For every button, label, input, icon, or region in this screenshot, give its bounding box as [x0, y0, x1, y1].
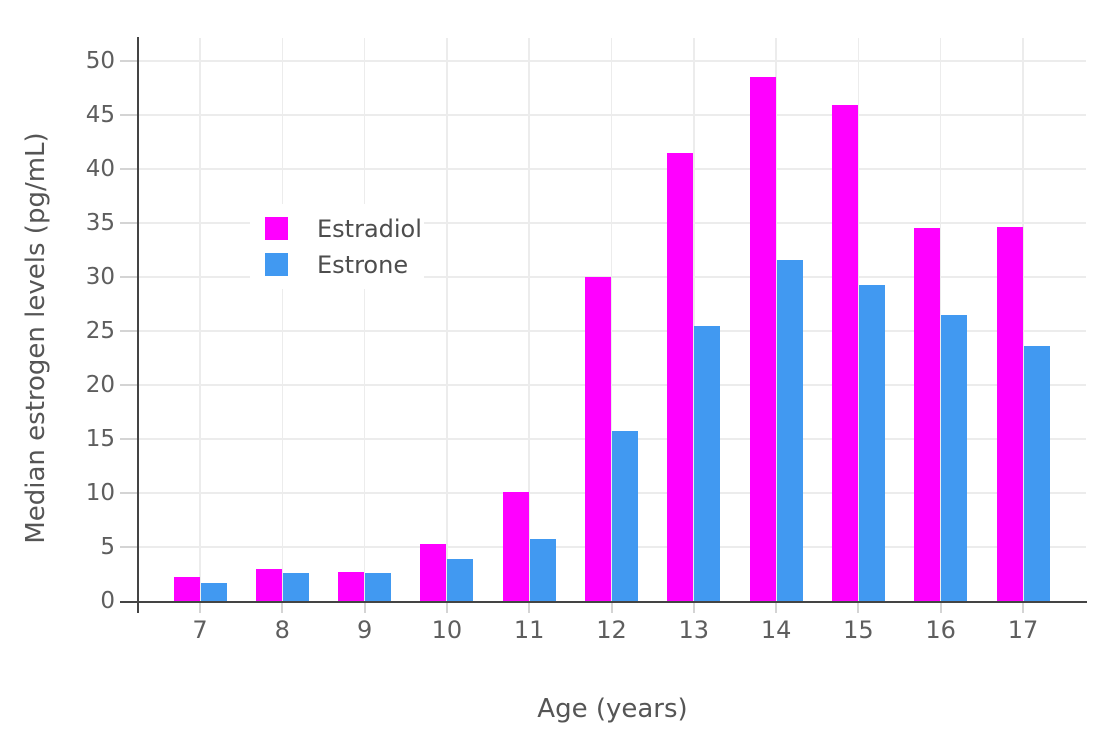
x-tick-label-8: 8 [274, 616, 290, 644]
estrone-bar-age-15[interactable] [858, 284, 885, 601]
x-tick-label-10: 10 [431, 616, 463, 644]
x-gridline-8 [281, 38, 284, 601]
x-tick-7 [199, 603, 201, 613]
x-tick-15 [857, 603, 860, 613]
estrone-bar-age-13[interactable] [694, 325, 721, 601]
estrone-bar-age-16[interactable] [941, 314, 968, 601]
estradiol-bar-age-12[interactable] [585, 277, 611, 601]
x-tick-label-7: 7 [192, 616, 208, 644]
y-tick-35 [120, 222, 137, 224]
x-tick-16 [939, 603, 942, 613]
y-tick-50 [120, 60, 137, 62]
x-tick-label-15: 15 [843, 616, 874, 644]
y-tick-25 [120, 330, 137, 332]
x-tick-9 [363, 603, 366, 613]
y-tick-15 [120, 438, 137, 440]
x-tick-label-16: 16 [925, 616, 956, 644]
x-tick-label-17: 17 [1007, 616, 1039, 644]
x-tick-13 [692, 603, 695, 613]
y-axis-title: Median estrogen levels (pg/mL) [21, 132, 51, 544]
x-gridline-7 [199, 38, 201, 601]
x-gridline-17 [1022, 38, 1024, 601]
y-tick-20 [120, 384, 137, 386]
y-tick-label-20: 20 [85, 372, 115, 398]
y-tick-label-0: 0 [100, 588, 115, 614]
estradiol-bar-age-13[interactable] [667, 152, 694, 601]
estrone-bar-age-8[interactable] [282, 572, 309, 601]
x-axis-title: Age (years) [537, 694, 688, 724]
x-gridline-14 [775, 38, 777, 601]
legend-item-estradiol[interactable]: Estradiol [265, 214, 424, 243]
y-tick-label-40: 40 [85, 156, 115, 182]
estradiol-bar-age-16[interactable] [914, 228, 941, 601]
y-axis-line [136, 37, 139, 613]
y-tick-label-30: 30 [85, 264, 115, 290]
y-tick-40 [120, 168, 137, 170]
legend: Estradiol Estrone [250, 204, 424, 289]
y-tick-30 [120, 276, 137, 278]
estradiol-swatch [265, 217, 288, 240]
legend-label-estrone: Estrone [317, 250, 409, 279]
x-tick-label-14: 14 [760, 616, 792, 644]
x-tick-8 [281, 603, 284, 613]
x-tick-17 [1022, 603, 1024, 613]
x-gridline-11 [528, 38, 530, 601]
x-axis-line [120, 600, 1087, 603]
x-gridline-9 [363, 38, 366, 601]
y-tick-label-35: 35 [85, 210, 115, 236]
x-gridline-12 [610, 38, 613, 601]
x-tick-10 [445, 603, 448, 613]
legend-item-estrone[interactable]: Estrone [265, 250, 424, 279]
x-gridline-10 [446, 38, 448, 601]
x-gridline-16 [939, 38, 942, 601]
x-tick-11 [528, 603, 531, 613]
estradiol-bar-age-8[interactable] [255, 568, 282, 601]
estradiol-bar-age-7[interactable] [173, 577, 200, 601]
estrone-bar-age-9[interactable] [365, 573, 392, 601]
y-tick-label-10: 10 [85, 480, 115, 506]
x-tick-14 [775, 603, 778, 613]
x-gridline-15 [857, 38, 860, 601]
x-tick-label-13: 13 [678, 616, 710, 644]
estrone-bar-age-11[interactable] [529, 539, 556, 601]
estradiol-bar-age-15[interactable] [831, 105, 858, 601]
x-tick-12 [610, 603, 613, 613]
x-gridline-13 [693, 38, 695, 601]
x-tick-label-11: 11 [513, 616, 545, 644]
y-tick-5 [120, 546, 137, 548]
estrone-bar-age-17[interactable] [1023, 346, 1050, 601]
estrone-bar-age-12[interactable] [612, 431, 638, 601]
legend-label-estradiol: Estradiol [317, 214, 422, 243]
estrone-bar-age-14[interactable] [776, 259, 803, 601]
x-tick-label-9: 9 [356, 616, 373, 644]
y-tick-label-5: 5 [100, 534, 115, 560]
y-tick-45 [120, 114, 137, 116]
estrone-bar-age-7[interactable] [200, 582, 227, 601]
y-tick-label-45: 45 [85, 102, 115, 128]
x-tick-label-12: 12 [596, 616, 627, 644]
estradiol-bar-age-11[interactable] [502, 491, 529, 601]
estradiol-bar-age-17[interactable] [996, 227, 1023, 601]
y-tick-label-15: 15 [85, 426, 115, 452]
estradiol-bar-age-14[interactable] [749, 77, 776, 601]
estrone-bar-age-10[interactable] [447, 558, 474, 601]
estrone-swatch [265, 253, 288, 276]
estradiol-bar-age-9[interactable] [338, 572, 365, 601]
y-tick-10 [120, 492, 137, 494]
estradiol-bar-age-10[interactable] [420, 543, 447, 601]
y-tick-label-50: 50 [85, 48, 115, 74]
y-tick-label-25: 25 [85, 318, 115, 344]
